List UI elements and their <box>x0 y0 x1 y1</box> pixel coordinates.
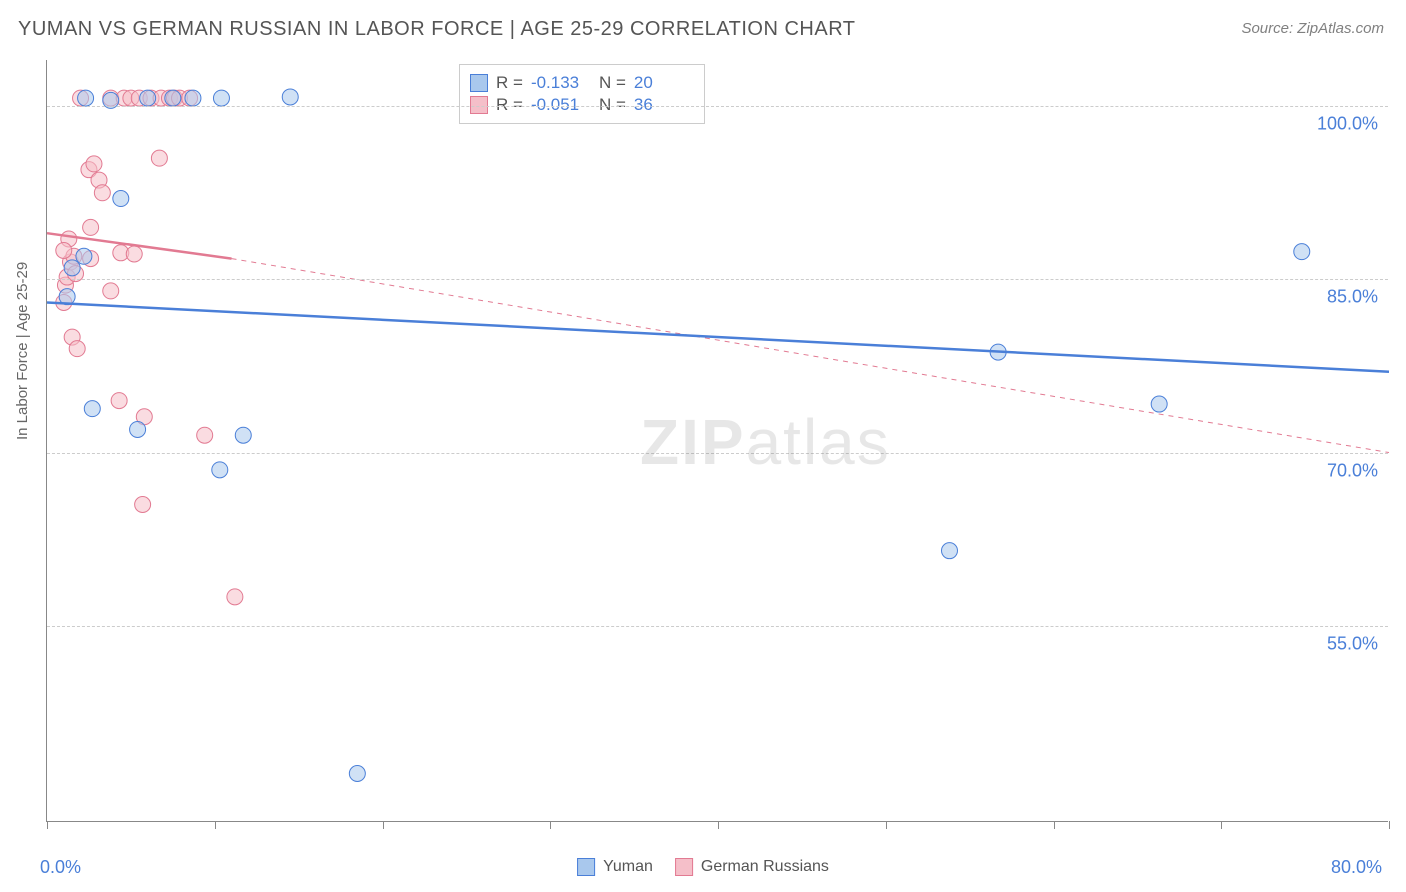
scatter-point-series1 <box>941 543 957 559</box>
legend-n-label: N = <box>599 73 626 93</box>
scatter-point-series1 <box>130 421 146 437</box>
scatter-point-series1 <box>165 90 181 106</box>
legend-r-value: -0.133 <box>531 73 591 93</box>
scatter-point-series1 <box>185 90 201 106</box>
scatter-point-series1 <box>64 260 80 276</box>
legend-n-value: 36 <box>634 95 694 115</box>
x-axis-max-label: 80.0% <box>1331 857 1382 878</box>
legend-label: Yuman <box>603 858 653 876</box>
x-tick <box>383 821 384 829</box>
scatter-point-series2 <box>83 219 99 235</box>
scatter-point-series1 <box>235 427 251 443</box>
scatter-point-series2 <box>126 246 142 262</box>
scatter-point-series1 <box>282 89 298 105</box>
scatter-point-series2 <box>94 185 110 201</box>
legend-swatch <box>675 858 693 876</box>
grid-line <box>47 453 1388 454</box>
trend-line-series1 <box>47 302 1389 371</box>
y-tick-label: 70.0% <box>1327 460 1378 481</box>
series-legend: Yuman German Russians <box>577 858 829 876</box>
legend-row: R = -0.133 N = 20 <box>470 73 694 93</box>
grid-line <box>47 279 1388 280</box>
scatter-point-series1 <box>1294 244 1310 260</box>
scatter-point-series1 <box>1151 396 1167 412</box>
trend-line-series2-dashed <box>232 259 1389 453</box>
legend-swatch <box>470 74 488 92</box>
y-tick-label: 85.0% <box>1327 287 1378 308</box>
x-axis-min-label: 0.0% <box>40 857 81 878</box>
scatter-point-series2 <box>111 393 127 409</box>
x-tick <box>1221 821 1222 829</box>
legend-swatch <box>470 96 488 114</box>
legend-swatch <box>577 858 595 876</box>
x-tick <box>550 821 551 829</box>
legend-r-label: R = <box>496 95 523 115</box>
correlation-legend: R = -0.133 N = 20 R = -0.051 N = 36 <box>459 64 705 124</box>
scatter-plot-svg <box>47 60 1388 821</box>
chart-plot-area: R = -0.133 N = 20 R = -0.051 N = 36 55.0% 70.0% 8… <box>46 60 1388 822</box>
grid-line <box>47 626 1388 627</box>
legend-row: R = -0.051 N = 36 <box>470 95 694 115</box>
scatter-point-series2 <box>69 341 85 357</box>
legend-item: German Russians <box>675 858 829 876</box>
x-tick <box>718 821 719 829</box>
scatter-point-series1 <box>212 462 228 478</box>
x-tick <box>1054 821 1055 829</box>
y-tick-label: 100.0% <box>1317 114 1378 135</box>
y-tick-label: 55.0% <box>1327 633 1378 654</box>
scatter-point-series2 <box>151 150 167 166</box>
x-tick <box>886 821 887 829</box>
scatter-point-series1 <box>113 191 129 207</box>
chart-title: YUMAN VS GERMAN RUSSIAN IN LABOR FORCE |… <box>18 18 856 41</box>
x-tick <box>215 821 216 829</box>
legend-item: Yuman <box>577 858 653 876</box>
legend-r-value: -0.051 <box>531 95 591 115</box>
scatter-point-series1 <box>76 248 92 264</box>
y-axis-label: In Labor Force | Age 25-29 <box>14 262 31 440</box>
scatter-point-series1 <box>78 90 94 106</box>
scatter-point-series2 <box>56 243 72 259</box>
source-attribution: Source: ZipAtlas.com <box>1241 20 1384 37</box>
x-tick <box>47 821 48 829</box>
scatter-point-series2 <box>103 283 119 299</box>
scatter-point-series2 <box>227 589 243 605</box>
scatter-point-series2 <box>86 156 102 172</box>
scatter-point-series1 <box>213 90 229 106</box>
scatter-point-series1 <box>84 401 100 417</box>
x-tick <box>1389 821 1390 829</box>
scatter-point-series2 <box>197 427 213 443</box>
scatter-point-series2 <box>135 497 151 513</box>
legend-label: German Russians <box>701 858 829 876</box>
legend-r-label: R = <box>496 73 523 93</box>
legend-n-label: N = <box>599 95 626 115</box>
legend-n-value: 20 <box>634 73 694 93</box>
scatter-point-series1 <box>140 90 156 106</box>
scatter-point-series1 <box>349 766 365 782</box>
grid-line <box>47 106 1388 107</box>
